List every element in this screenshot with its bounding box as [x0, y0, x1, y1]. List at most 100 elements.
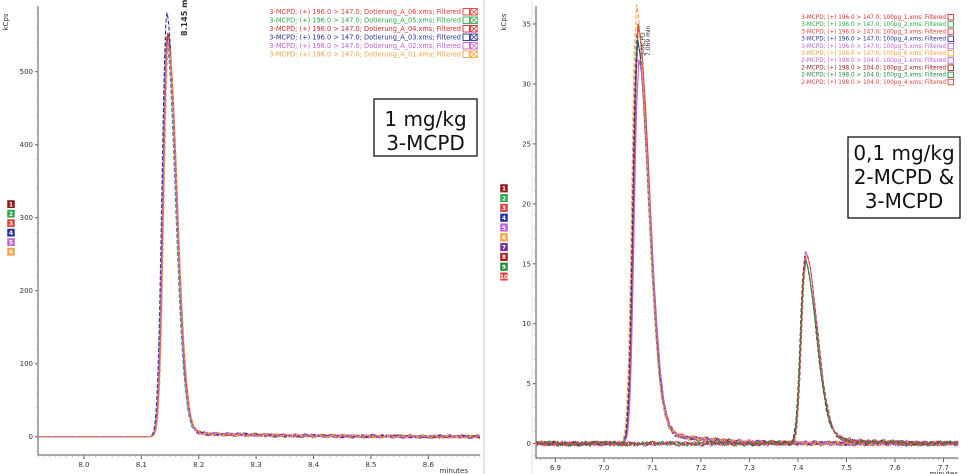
- y-tick-label: 0: [29, 433, 33, 441]
- legend-entry: 2-MCPD; (+) 198.0 > 104.0; 100pg_3.xms; …: [801, 73, 946, 79]
- x-tick-label: 8.4: [308, 461, 320, 469]
- y-tick-label: 300: [20, 214, 33, 222]
- chart-left: 0 100 200 300 400 500 8.0 8.1 8.2 8.3 8.4 8.5 8.6 kCp…: [2, 0, 481, 474]
- x-tick-label: 8.0: [78, 461, 89, 469]
- legend-entry: 2-MCPD; (+) 198.0 > 104.0; 100pg_2.xms; …: [801, 65, 946, 71]
- trace-tag: [499, 213, 509, 223]
- x-tick-label: 7.6: [889, 464, 901, 472]
- legend-entry: 3-MCPD; (+) 196.0 > 147.0; Dotierung_A_0…: [269, 34, 461, 42]
- y-tick-label: 30: [522, 80, 531, 88]
- trace-tag-label: 5: [9, 239, 13, 246]
- legend-entry: 3-MCPD; (+) 196.0 > 147.0; 100pg_5.xms; …: [801, 44, 946, 50]
- legend-entry: 3-MCPD; (+) 196.0 > 147.0; 100pg_2.xms; …: [801, 22, 946, 28]
- x-tick-label: 7.2: [695, 464, 706, 472]
- legend-marker: [462, 8, 470, 16]
- trace-tag-label: 1: [502, 186, 506, 193]
- legend-marker: [947, 28, 954, 35]
- legend-marker: [462, 50, 470, 58]
- trace-tag-label: 10: [500, 274, 508, 281]
- legend-marker: [947, 78, 954, 86]
- annotation-line: 1 mg/kg: [384, 107, 466, 131]
- trace-tag: [6, 199, 16, 209]
- trace-tag: [499, 193, 509, 203]
- y-tick-label: 25: [522, 140, 531, 148]
- x-tick-label: 7.0: [598, 464, 609, 472]
- annotation-box: [847, 136, 961, 219]
- x-tick-label: 7.5: [841, 464, 852, 472]
- legend-entry: 3-MCPD; (+) 196.0 > 147.0; 100pg_3.xms; …: [801, 29, 946, 35]
- y-tick-label: 200: [20, 287, 33, 295]
- x-axis-title: minutes: [930, 470, 959, 474]
- trace-tag: [499, 232, 509, 242]
- legend-entry: 3-MCPD; (+) 196.0 > 147.0; Dotierung_A_0…: [269, 17, 461, 25]
- x-tick-label: 7.3: [744, 464, 755, 472]
- trace-tag-label: 1: [9, 201, 13, 208]
- trace-tag-label: 9: [502, 264, 506, 271]
- y-tick-label: 10: [522, 320, 531, 328]
- legend-entry: 2-MCPD; (+) 198.0 > 104.0; 100pg_4.xms; …: [801, 80, 946, 86]
- trace-tag: [499, 271, 509, 282]
- x-tick-label: 6.9: [550, 464, 561, 472]
- legend-marker: [947, 50, 954, 57]
- trace-tag-label: 4: [502, 215, 506, 222]
- trace-tag-label: 2: [9, 211, 13, 218]
- legend-marker: [470, 50, 478, 58]
- annotation-box: [373, 98, 478, 157]
- trace-tag-label: 3: [9, 220, 13, 227]
- legend-marker: [947, 71, 954, 79]
- annotation-line: 3-MCPD: [386, 131, 465, 155]
- annotation-line: 2-MCPD &: [854, 165, 955, 189]
- trace-tag-label: 5: [502, 225, 506, 232]
- series-line: [38, 44, 481, 439]
- trace-tag-label: 2: [502, 195, 506, 202]
- trace-tag: [6, 209, 16, 219]
- legend-marker-x: [470, 8, 478, 16]
- legend-marker: [462, 33, 470, 41]
- trace-tag-label: 4: [9, 230, 13, 237]
- trace-tag: [6, 237, 16, 247]
- legend-marker: [947, 64, 954, 71]
- legend-marker: [947, 35, 954, 43]
- trace-tag: [499, 262, 509, 272]
- legend-marker: [462, 16, 470, 24]
- legend-entry: 2-MCPD; (+) 198.0 > 104.0; 100pg_1.xms; …: [801, 58, 946, 64]
- legend-marker: [470, 8, 478, 16]
- legend-entry: 3-MCPD; (+) 196.0 > 147.0; Dotierung_A_0…: [269, 25, 461, 33]
- legend-marker: [947, 21, 954, 28]
- legend-marker-x: [470, 42, 478, 50]
- series-line: [535, 255, 959, 447]
- x-tick-label: 7.4: [792, 464, 804, 472]
- legend-marker: [470, 33, 478, 41]
- y-tick-label: 35: [522, 20, 531, 28]
- legend-marker: [470, 16, 478, 24]
- y-tick-label: 20: [522, 200, 531, 208]
- legend-entry: 3-MCPD; (+) 196.0 > 147.0; 100pg_4.xms; …: [801, 37, 946, 43]
- y-tick-label: 100: [20, 360, 33, 368]
- annotation-line: 0,1 mg/kg: [853, 141, 954, 165]
- trace-tag-label: 7: [502, 244, 506, 251]
- legend-marker: [470, 42, 478, 50]
- legend-marker: [470, 25, 478, 33]
- trace-tag: [499, 252, 509, 262]
- trace-tag: [499, 203, 509, 213]
- x-tick-label: 8.1: [136, 461, 147, 469]
- y-tick-label: 5: [527, 380, 531, 388]
- x-tick-label: 8.6: [423, 461, 435, 469]
- legend-entry: 3-MCPD; (+) 196.0 > 147.0; Dotierung_A_0…: [269, 51, 461, 59]
- legend-marker-x: [470, 33, 478, 41]
- y-tick-label: 15: [522, 260, 531, 268]
- trace-tag: [6, 218, 16, 228]
- trace-tag-label: 3: [502, 205, 506, 212]
- trace-tag-label: 6: [502, 235, 506, 242]
- legend-marker: [947, 42, 954, 50]
- legend-marker-x: [470, 25, 478, 33]
- legend-entry: 3-MCPD; (+) 196.0 > 147.0; Dotierung_A_0…: [269, 8, 461, 16]
- legend-entry: 3-MCPD; (+) 196.0 > 147.0; 100pg_1.xms; …: [801, 15, 946, 21]
- legend-marker: [462, 42, 470, 50]
- y-tick-label: 400: [20, 141, 33, 149]
- legend-marker: [947, 57, 954, 64]
- x-tick-label: 8.5: [365, 461, 376, 469]
- legend-entry: 3-MCPD; (+) 196.0 > 147.0; 100pg_6.xms; …: [801, 51, 946, 57]
